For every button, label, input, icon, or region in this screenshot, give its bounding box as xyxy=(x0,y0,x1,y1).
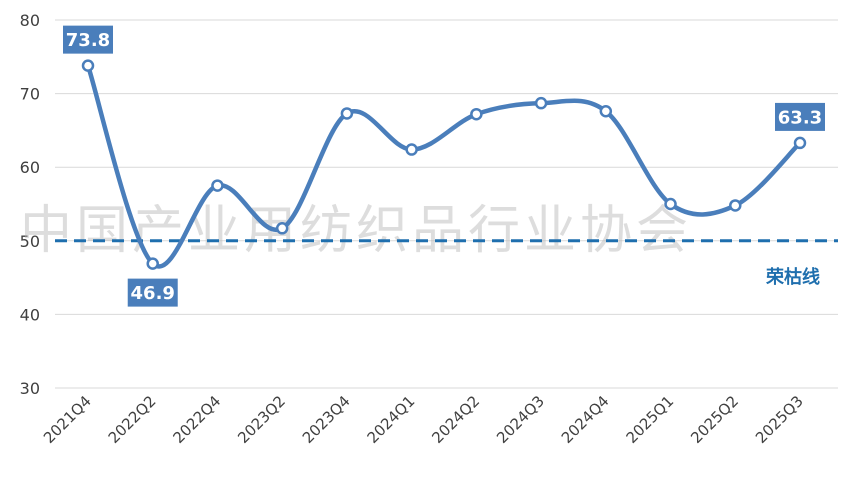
x-tick-label: 2021Q4 xyxy=(40,392,95,447)
x-tick-label: 2023Q2 xyxy=(234,392,289,447)
x-tick-label: 2024Q1 xyxy=(364,392,419,447)
y-tick-label: 50 xyxy=(20,232,40,251)
data-point-2023Q2 xyxy=(275,222,289,235)
x-tick-label: 2024Q4 xyxy=(558,392,613,447)
y-tick-label: 60 xyxy=(20,158,40,177)
data-callout: 63.3 xyxy=(775,102,825,131)
reference-line-label: 荣枯线 xyxy=(765,266,820,288)
x-axis-ticks: 2021Q4 2022Q2 2022Q4 2023Q2 2023Q4 2024Q1 2024… xyxy=(40,392,807,447)
data-point-2024Q3 xyxy=(534,96,548,110)
y-tick-label: 40 xyxy=(20,305,40,324)
watermark-text: 中国产业用纺织品行业协会 xyxy=(20,201,692,261)
callout-label: 63.3 xyxy=(778,107,822,128)
callout-box xyxy=(63,25,113,54)
data-point-2023Q4 xyxy=(340,107,354,120)
data-point-2024Q2 xyxy=(470,107,483,121)
callout-box xyxy=(775,102,825,131)
x-tick-label: 2025Q2 xyxy=(687,392,742,447)
data-callout: 46.9 xyxy=(127,278,178,307)
reference-line-group: 荣枯线 xyxy=(55,239,838,288)
callout-label: 73.8 xyxy=(66,30,110,51)
data-callout: 73.8 xyxy=(63,25,113,54)
x-tick-label: 2023Q4 xyxy=(299,392,354,447)
x-tick-label: 2025Q3 xyxy=(752,392,807,447)
data-point-2022Q4 xyxy=(211,179,224,192)
data-point-2024Q4 xyxy=(599,105,613,118)
y-axis-ticks: 30 40 50 60 70 80 xyxy=(20,11,40,398)
data-point-2022Q2 xyxy=(146,257,159,270)
callout-box xyxy=(127,278,178,307)
y-tick-label: 70 xyxy=(20,85,40,104)
data-point-2025Q2 xyxy=(729,199,742,212)
y-tick-label: 30 xyxy=(20,379,40,398)
x-tick-label: 2025Q1 xyxy=(623,392,678,447)
data-callouts: 73.8 46.9 63.3 xyxy=(63,25,825,307)
x-tick-label: 2024Q3 xyxy=(493,392,548,447)
x-tick-label: 2024Q2 xyxy=(428,392,483,447)
data-point-2021Q4 xyxy=(81,59,95,72)
x-tick-label: 2022Q4 xyxy=(169,392,224,447)
x-tick-label: 2022Q2 xyxy=(105,392,160,447)
y-tick-label: 80 xyxy=(20,11,40,30)
data-point-2025Q1 xyxy=(664,197,677,211)
data-points xyxy=(81,59,807,270)
callout-label: 46.9 xyxy=(131,283,175,304)
data-point-2024Q1 xyxy=(405,143,418,156)
data-point-2025Q3 xyxy=(793,136,807,150)
